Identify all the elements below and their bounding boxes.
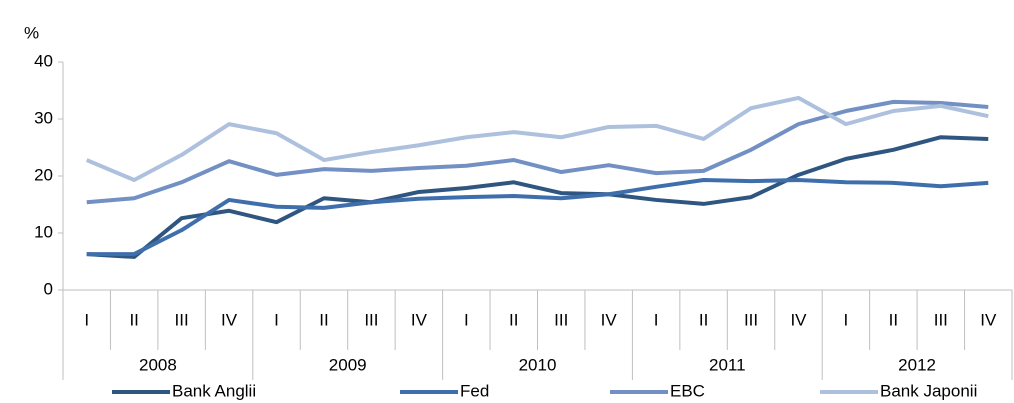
x-tick-label: IV <box>790 310 807 329</box>
x-group-label: 2008 <box>139 355 177 374</box>
x-tick-label: III <box>934 310 948 329</box>
x-tick-label: II <box>889 310 898 329</box>
line-series <box>86 99 989 205</box>
x-tick-label: II <box>319 310 328 329</box>
x-tick-label: II <box>129 310 138 329</box>
x-tick-label: IV <box>221 310 238 329</box>
x-tick-label: III <box>364 310 378 329</box>
x-tick-label: IV <box>601 310 618 329</box>
line-series <box>85 95 989 182</box>
line-series <box>86 135 989 259</box>
x-group-label: 2011 <box>709 355 746 374</box>
y-axis-unit: % <box>24 23 39 42</box>
x-tick-label: IV <box>411 310 428 329</box>
legend-label: EBC <box>670 381 705 400</box>
x-tick-label: II <box>699 310 708 329</box>
y-tick-label: 10 <box>34 222 53 241</box>
x-tick-label: IV <box>980 310 997 329</box>
x-group-label: 2010 <box>519 355 557 374</box>
x-tick-label: I <box>274 310 279 329</box>
legend-label: Bank Japonii <box>880 381 977 400</box>
y-tick-label: 40 <box>34 51 53 70</box>
x-tick-label: I <box>654 310 659 329</box>
y-tick-label: 0 <box>44 279 53 298</box>
x-tick-label: III <box>744 310 758 329</box>
x-tick-label: I <box>464 310 469 329</box>
x-tick-label: I <box>84 310 89 329</box>
y-tick-label: 20 <box>34 165 53 184</box>
line-series <box>86 177 989 257</box>
x-tick-label: III <box>175 310 189 329</box>
x-tick-label: III <box>554 310 568 329</box>
legend-label: Fed <box>460 381 489 400</box>
legend-label: Bank Anglii <box>172 381 256 400</box>
x-tick-label: II <box>509 310 518 329</box>
x-tick-label: I <box>844 310 849 329</box>
y-tick-label: 30 <box>34 108 53 127</box>
x-group-label: 2009 <box>329 355 367 374</box>
x-group-label: 2012 <box>898 355 936 374</box>
